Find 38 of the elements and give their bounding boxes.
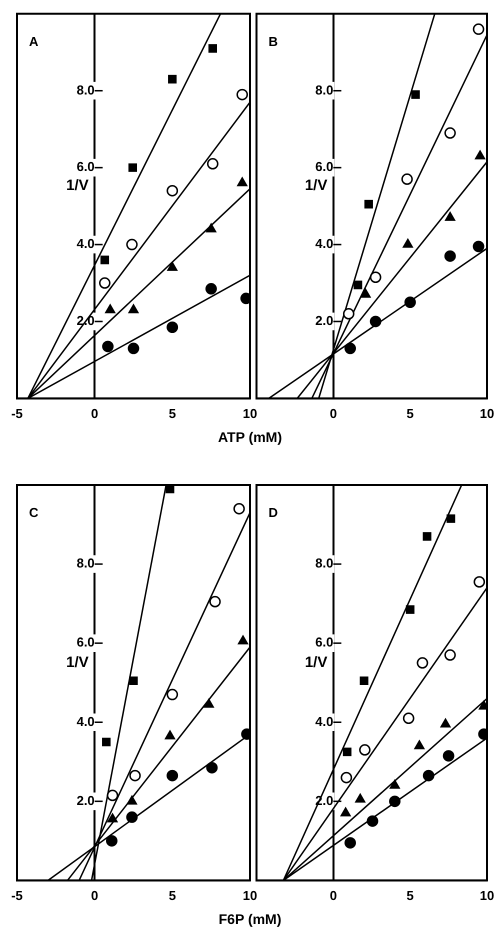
y-tick-label: 4.0 xyxy=(315,236,334,252)
x-tick-label: 5 xyxy=(406,406,414,421)
y-tick-label: 8.0 xyxy=(76,82,95,98)
x-axis-title: F6P (mM) xyxy=(218,911,282,927)
annotation: D xyxy=(268,505,278,520)
y-tick-label: 8.0 xyxy=(76,556,95,571)
x-tick-label: 5 xyxy=(168,888,176,903)
x-tick-label: -5 xyxy=(11,888,23,903)
x-tick-label: 0 xyxy=(330,406,337,421)
y-tick-label: 2.0 xyxy=(315,313,334,328)
y-tick-label: 2.0 xyxy=(76,792,95,808)
x-tick-label: 10 xyxy=(242,406,258,421)
y-tick-label: 4.0 xyxy=(76,236,95,252)
annotation: A xyxy=(29,34,39,49)
x-tick-label: -5 xyxy=(11,406,23,421)
x-tick-label: 5 xyxy=(406,888,414,903)
x-tick-label: 10 xyxy=(242,888,258,903)
y-tick-label: 8.0 xyxy=(315,556,334,571)
y-tick-label: 8.0 xyxy=(315,82,334,98)
x-tick-label: 0 xyxy=(91,406,98,421)
x-tick-label: 10 xyxy=(480,406,494,421)
annotation: B xyxy=(268,34,278,49)
y-tick-label: 4.0 xyxy=(315,714,334,729)
y-tick-label: 6.0 xyxy=(76,634,95,650)
y-tick-label: 6.0 xyxy=(315,159,334,174)
annotation: C xyxy=(29,505,39,520)
x-axis-title: ATP (mM) xyxy=(218,429,282,445)
x-tick-label: 0 xyxy=(91,888,98,903)
y-axis-title: 1/V xyxy=(66,177,89,194)
y-axis-title: 1/V xyxy=(66,654,89,671)
y-axis-title: 1/V xyxy=(304,654,328,671)
x-tick-label: 5 xyxy=(168,406,176,421)
x-tick-label: 0 xyxy=(330,888,337,903)
x-tick-label: 10 xyxy=(480,888,494,903)
y-tick-label: 6.0 xyxy=(76,159,95,174)
y-axis-title: 1/V xyxy=(304,177,328,194)
y-tick-label: 4.0 xyxy=(76,714,95,729)
y-tick-label: 6.0 xyxy=(315,634,334,650)
